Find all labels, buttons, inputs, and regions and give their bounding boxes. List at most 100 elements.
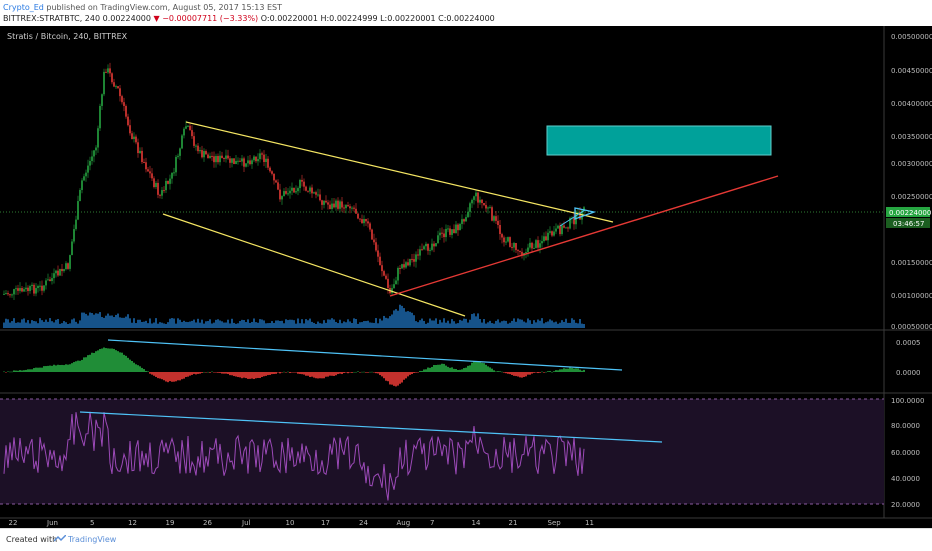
- volume-bar: [331, 318, 333, 328]
- time-tick-label: Jun: [46, 519, 58, 527]
- candle-body: [69, 255, 71, 269]
- macd-bar: [311, 372, 313, 377]
- candle-body: [225, 155, 227, 159]
- candle-body: [327, 202, 329, 205]
- macd-bar: [395, 372, 397, 387]
- candle-body: [459, 223, 461, 231]
- macd-bar: [211, 371, 213, 373]
- macd-bar: [215, 372, 217, 373]
- candle-body: [373, 239, 375, 243]
- volume-bar: [421, 318, 423, 328]
- candle-body: [547, 232, 549, 241]
- candle-body: [67, 263, 69, 269]
- chart-canvas[interactable]: 0.00500000 0.00450000 0.00400000 0.00350000…: [0, 26, 932, 528]
- macd-bar: [401, 372, 403, 383]
- candle-body: [219, 155, 221, 163]
- volume-bar: [277, 320, 279, 328]
- candle-body: [157, 182, 159, 195]
- macd-bar: [27, 369, 29, 372]
- candle-body: [167, 181, 169, 184]
- chart-area[interactable]: 0.00500000 0.00450000 0.00400000 0.00350000…: [0, 26, 932, 528]
- macd-bar: [237, 372, 239, 378]
- macd-bar: [173, 372, 175, 382]
- volume-bar: [193, 319, 195, 328]
- candle-body: [235, 160, 237, 165]
- volume-bar: [491, 323, 493, 328]
- candle-body: [555, 228, 557, 232]
- candle-body: [75, 219, 77, 230]
- candle-body: [509, 237, 511, 247]
- macd-bar: [529, 372, 531, 375]
- candle-body: [349, 206, 351, 209]
- macd-bar: [347, 372, 349, 374]
- candle-body: [361, 219, 363, 224]
- candle-body: [267, 158, 269, 168]
- volume-bar: [239, 321, 241, 328]
- macd-bar: [379, 372, 381, 376]
- volume-bar: [525, 322, 527, 328]
- macd-bar: [531, 372, 533, 374]
- macd-bar: [73, 362, 75, 372]
- macd-bar: [105, 348, 107, 372]
- candle-body: [295, 191, 297, 193]
- volume-bar: [535, 322, 537, 328]
- macd-bar: [377, 372, 379, 374]
- volume-bar: [45, 319, 47, 328]
- volume-bar: [557, 323, 559, 328]
- candle-body: [221, 155, 223, 158]
- volume-bar: [473, 313, 475, 328]
- macd-bar: [327, 372, 329, 377]
- macd-bar: [319, 372, 321, 379]
- macd-bar: [429, 367, 431, 372]
- volume-bar: [27, 320, 29, 328]
- candle-body: [495, 216, 497, 221]
- candle-body: [285, 191, 287, 194]
- candle-body: [269, 167, 271, 172]
- candle-body: [181, 135, 183, 149]
- macd-bar: [389, 372, 391, 385]
- macd-bar: [223, 372, 225, 374]
- macd-bar: [153, 372, 155, 376]
- macd-bar: [487, 366, 489, 372]
- volume-bar: [203, 323, 205, 328]
- volume-bar: [451, 319, 453, 328]
- volume-bar: [59, 323, 61, 328]
- volume-bar: [179, 319, 181, 328]
- candle-body: [169, 178, 171, 184]
- macd-bar: [419, 370, 421, 372]
- candle-body: [83, 176, 85, 181]
- volume-bar: [463, 318, 465, 328]
- macd-bar: [435, 364, 437, 372]
- macd-bar: [133, 362, 135, 372]
- candle-body: [311, 187, 313, 194]
- macd-bar: [577, 368, 579, 372]
- macd-bar: [77, 360, 79, 372]
- candle-body: [561, 225, 563, 235]
- candle-body: [387, 278, 389, 288]
- candle-body: [63, 269, 65, 272]
- candle-body: [113, 82, 115, 87]
- macd-bar: [557, 370, 559, 372]
- candle-body: [577, 212, 579, 214]
- candle-body: [475, 192, 477, 197]
- candle-body: [541, 241, 543, 244]
- macd-bar: [473, 361, 475, 372]
- candle-body: [537, 240, 539, 248]
- macd-bar: [191, 372, 193, 375]
- macd-bar: [489, 367, 491, 372]
- candle-body: [483, 203, 485, 206]
- tradingview-brand[interactable]: TradingView: [68, 535, 117, 544]
- macd-bar: [403, 372, 405, 380]
- volume-bar: [471, 314, 473, 328]
- macd-bar: [375, 372, 377, 374]
- volume-bar: [361, 322, 363, 328]
- volume-bar: [35, 321, 37, 328]
- volume-bar: [449, 323, 451, 328]
- author-link[interactable]: Crypto_Ed: [3, 3, 44, 12]
- candle-body: [95, 147, 97, 151]
- macd-bar: [239, 372, 241, 378]
- candle-body: [71, 241, 73, 256]
- volume-bar: [251, 321, 253, 328]
- candle-body: [73, 229, 75, 242]
- candle-body: [511, 246, 513, 248]
